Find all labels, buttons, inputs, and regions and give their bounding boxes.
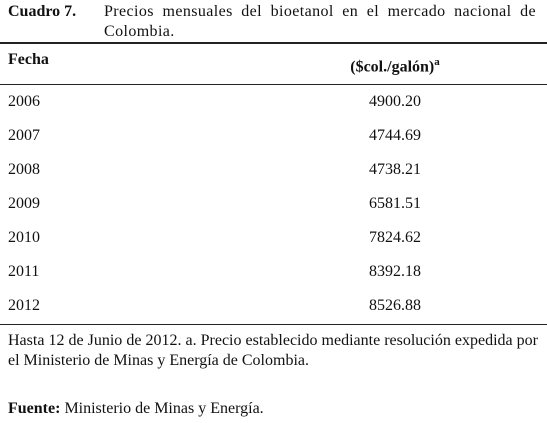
row-year: 2011 bbox=[8, 263, 40, 280]
row-year: 2012 bbox=[8, 297, 40, 314]
row-year: 2010 bbox=[8, 229, 40, 246]
row-value: 4738.21 bbox=[369, 161, 421, 178]
caption-label: Cuadro 7. bbox=[8, 3, 77, 20]
source: Fuente: Ministerio de Minas y Energía. bbox=[8, 399, 264, 419]
row-value: 6581.51 bbox=[369, 195, 421, 212]
row-value: 7824.62 bbox=[369, 229, 421, 246]
note: Hasta 12 de Junio de 2012. a. Precio est… bbox=[8, 332, 538, 369]
row-value: 8392.18 bbox=[369, 263, 421, 280]
row-value: 4900.20 bbox=[369, 93, 421, 110]
row-year: 2006 bbox=[8, 93, 40, 110]
row-year: 2009 bbox=[8, 195, 40, 212]
caption-text: Precios mensuales del bioetanol en el me… bbox=[104, 3, 536, 40]
bottom-rule bbox=[0, 324, 547, 325]
row-value: 8526.88 bbox=[369, 297, 421, 314]
header-date: Fecha bbox=[8, 51, 49, 68]
header-price: ($col./galón)a bbox=[300, 50, 490, 79]
header-price-text: ($col./galón) bbox=[350, 58, 435, 76]
header-rule bbox=[0, 84, 547, 85]
header-note: a bbox=[434, 56, 440, 68]
source-label: Fuente: bbox=[8, 400, 61, 417]
source-text: Ministerio de Minas y Energía. bbox=[64, 400, 264, 417]
row-year: 2007 bbox=[8, 127, 40, 144]
top-rule bbox=[0, 42, 547, 44]
row-value: 4744.69 bbox=[369, 127, 421, 144]
row-year: 2008 bbox=[8, 161, 40, 178]
